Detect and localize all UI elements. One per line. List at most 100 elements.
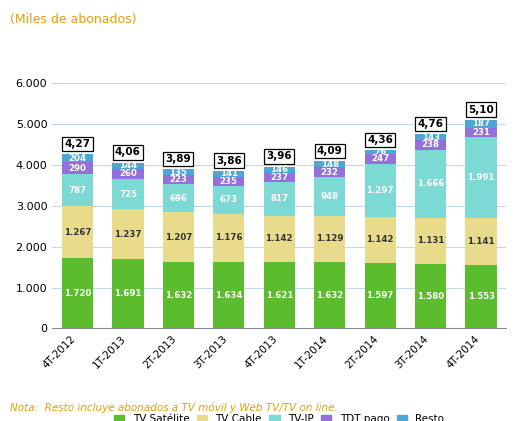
Text: 231: 231 bbox=[472, 128, 490, 137]
Text: 4,06: 4,06 bbox=[115, 147, 141, 157]
Text: 235: 235 bbox=[220, 177, 238, 186]
Bar bbox=[264, 262, 295, 328]
Bar bbox=[112, 209, 144, 259]
Bar bbox=[264, 173, 295, 182]
Bar bbox=[213, 262, 244, 328]
Bar bbox=[415, 134, 446, 140]
Text: 1.207: 1.207 bbox=[164, 233, 192, 242]
Bar bbox=[62, 174, 93, 206]
Text: 696: 696 bbox=[169, 194, 187, 203]
Bar bbox=[163, 169, 194, 175]
Text: 247: 247 bbox=[371, 154, 389, 163]
Text: 187: 187 bbox=[472, 120, 490, 128]
Text: 3,96: 3,96 bbox=[266, 151, 292, 161]
Text: 1.142: 1.142 bbox=[266, 234, 293, 243]
Bar bbox=[364, 216, 396, 263]
Bar bbox=[415, 264, 446, 328]
Bar bbox=[213, 176, 244, 186]
Text: 1.991: 1.991 bbox=[467, 173, 495, 182]
Text: 1.129: 1.129 bbox=[316, 234, 343, 243]
Bar bbox=[163, 175, 194, 184]
Bar bbox=[466, 218, 497, 265]
Bar bbox=[264, 182, 295, 216]
Text: 1.720: 1.720 bbox=[64, 289, 91, 298]
Text: 4,09: 4,09 bbox=[317, 146, 342, 156]
Bar bbox=[112, 179, 144, 209]
Text: 3,89: 3,89 bbox=[165, 154, 191, 164]
Text: 1.597: 1.597 bbox=[366, 291, 394, 300]
Text: 143: 143 bbox=[422, 133, 440, 141]
Bar bbox=[112, 169, 144, 179]
Bar bbox=[314, 177, 346, 216]
Text: 3,86: 3,86 bbox=[216, 155, 242, 165]
Bar bbox=[314, 168, 346, 177]
Bar bbox=[163, 184, 194, 213]
Text: 1.141: 1.141 bbox=[467, 237, 495, 246]
Bar bbox=[364, 150, 396, 154]
Text: 238: 238 bbox=[422, 140, 440, 149]
Text: 725: 725 bbox=[119, 189, 137, 199]
Text: 5,10: 5,10 bbox=[468, 105, 494, 115]
Text: 787: 787 bbox=[68, 186, 87, 195]
Text: 1.553: 1.553 bbox=[468, 292, 495, 301]
Bar bbox=[112, 259, 144, 328]
Text: 673: 673 bbox=[220, 195, 238, 205]
Text: 817: 817 bbox=[270, 195, 288, 203]
Text: 1.580: 1.580 bbox=[417, 292, 444, 301]
Bar bbox=[364, 154, 396, 164]
Text: 1.297: 1.297 bbox=[366, 186, 394, 195]
Text: 1.621: 1.621 bbox=[266, 291, 293, 300]
Text: (Miles de abonados): (Miles de abonados) bbox=[10, 13, 137, 26]
Text: 290: 290 bbox=[68, 164, 86, 173]
Bar bbox=[112, 163, 144, 169]
Text: 1.634: 1.634 bbox=[215, 290, 243, 299]
Text: 223: 223 bbox=[169, 175, 187, 184]
Text: 135: 135 bbox=[170, 168, 187, 177]
Text: 237: 237 bbox=[270, 173, 288, 182]
Text: 76: 76 bbox=[374, 147, 386, 157]
Text: 4,27: 4,27 bbox=[64, 139, 90, 149]
Text: 4,76: 4,76 bbox=[418, 119, 444, 129]
Text: 1.176: 1.176 bbox=[215, 233, 243, 242]
Text: 148: 148 bbox=[321, 160, 339, 169]
Legend: TV Satélite, TV Cable, TV-IP, TDT pago, Resto: TV Satélite, TV Cable, TV-IP, TDT pago, … bbox=[114, 414, 444, 421]
Text: 260: 260 bbox=[119, 169, 137, 179]
Bar bbox=[264, 216, 295, 262]
Bar bbox=[163, 262, 194, 328]
Bar bbox=[264, 167, 295, 173]
Bar bbox=[62, 206, 93, 258]
Text: 141: 141 bbox=[220, 169, 238, 178]
Bar bbox=[415, 150, 446, 218]
Bar bbox=[62, 258, 93, 328]
Text: 1.632: 1.632 bbox=[164, 290, 192, 300]
Bar bbox=[62, 163, 93, 174]
Text: 144: 144 bbox=[119, 161, 137, 170]
Bar bbox=[314, 161, 346, 168]
Bar bbox=[466, 265, 497, 328]
Bar bbox=[364, 263, 396, 328]
Text: 146: 146 bbox=[270, 165, 288, 174]
Bar bbox=[213, 171, 244, 176]
Text: 4,36: 4,36 bbox=[367, 135, 393, 145]
Text: 1.267: 1.267 bbox=[64, 228, 91, 237]
Bar bbox=[163, 213, 194, 262]
Bar bbox=[213, 214, 244, 262]
Text: 1.142: 1.142 bbox=[366, 235, 394, 244]
Bar bbox=[415, 218, 446, 264]
Text: Nota:  Resto incluye abonados a TV móvil y Web TV/TV on line.: Nota: Resto incluye abonados a TV móvil … bbox=[10, 402, 338, 413]
Bar bbox=[314, 216, 346, 262]
Text: 948: 948 bbox=[321, 192, 339, 201]
Text: 1.237: 1.237 bbox=[114, 229, 141, 239]
Text: 1.691: 1.691 bbox=[114, 289, 141, 298]
Bar bbox=[415, 140, 446, 150]
Bar bbox=[314, 262, 346, 328]
Bar bbox=[466, 137, 497, 218]
Bar bbox=[62, 154, 93, 163]
Bar bbox=[466, 120, 497, 128]
Text: 1.632: 1.632 bbox=[316, 290, 343, 300]
Bar bbox=[466, 128, 497, 137]
Bar bbox=[213, 186, 244, 214]
Text: 232: 232 bbox=[321, 168, 339, 177]
Text: 204: 204 bbox=[68, 154, 87, 163]
Text: 1.131: 1.131 bbox=[417, 236, 444, 245]
